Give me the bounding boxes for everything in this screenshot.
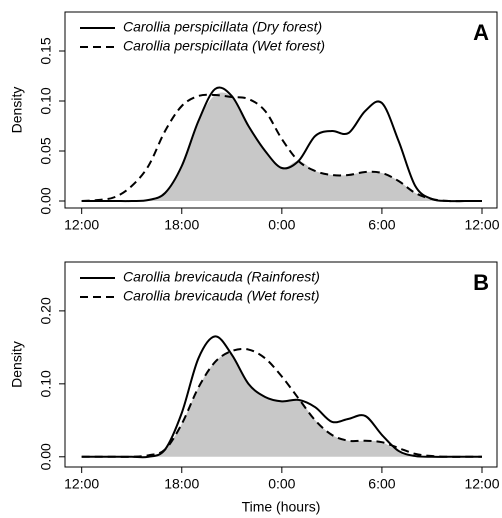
x-tick-label: 18:00 xyxy=(164,476,199,492)
legend-text: Carollia brevicauda (Rainforest) xyxy=(123,269,320,285)
y-tick-label: 0.15 xyxy=(38,37,54,64)
y-tick-label: 0.00 xyxy=(38,187,54,214)
x-tick-label: 0:00 xyxy=(268,476,295,492)
y-tick-label: 0.10 xyxy=(38,87,54,114)
legend-text: Carollia brevicauda (Wet forest) xyxy=(123,288,320,304)
legend-text: Carollia perspicillata (Wet forest) xyxy=(123,38,325,54)
density-line xyxy=(81,93,482,203)
y-tick-label: 0.20 xyxy=(38,297,54,324)
x-tick-label: 0:00 xyxy=(268,217,295,233)
x-tick-label: 12:00 xyxy=(464,476,499,492)
x-tick-label: 18:00 xyxy=(164,217,199,233)
panel-label: A xyxy=(473,20,489,45)
x-tick-label: 6:00 xyxy=(368,217,395,233)
overlap-area xyxy=(81,353,482,458)
x-tick-label: 6:00 xyxy=(368,476,395,492)
x-tick-label: 12:00 xyxy=(64,217,99,233)
x-axis-label: Time (hours) xyxy=(242,499,321,515)
y-axis-label: Density xyxy=(9,87,25,134)
density-line xyxy=(81,335,482,459)
plot-frame xyxy=(64,11,498,209)
density-line xyxy=(81,86,482,203)
x-tick-label: 12:00 xyxy=(464,217,499,233)
panel-label: B xyxy=(473,270,489,295)
y-tick-label: 0.10 xyxy=(38,370,54,397)
legend-text: Carollia perspicillata (Dry forest) xyxy=(123,19,322,35)
overlap-area xyxy=(81,92,482,202)
y-tick-label: 0.05 xyxy=(38,137,54,164)
y-tick-label: 0.00 xyxy=(38,443,54,470)
x-tick-label: 12:00 xyxy=(64,476,99,492)
density-line xyxy=(81,347,482,458)
y-axis-label: Density xyxy=(9,341,25,388)
plot-frame xyxy=(64,261,498,468)
